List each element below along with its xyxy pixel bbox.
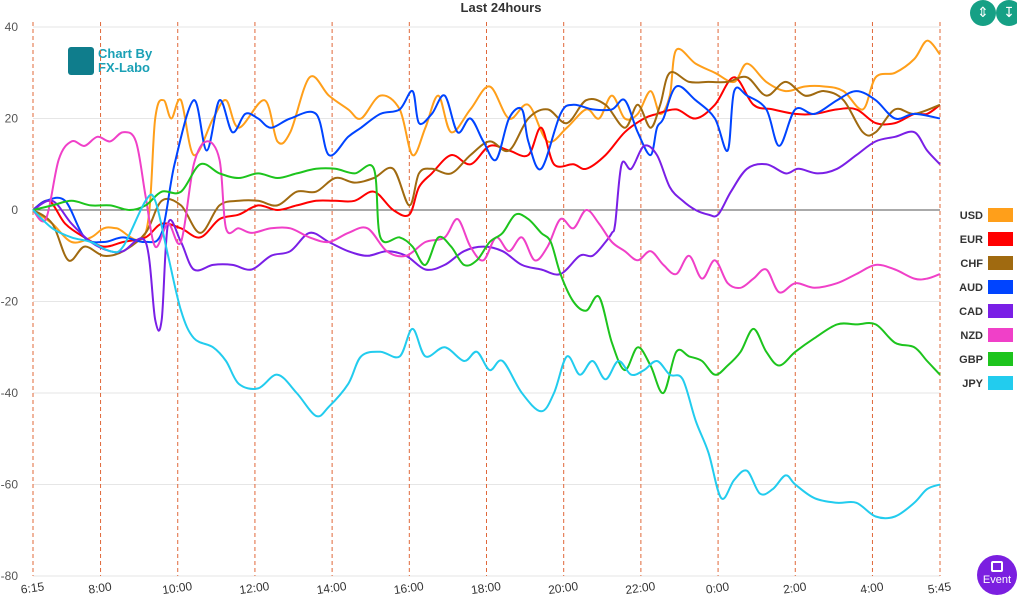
x-tick-label: 22:00: [624, 579, 656, 597]
y-tick-label: -40: [1, 386, 19, 400]
calendar-icon: [991, 561, 1003, 572]
legend-swatch-nzd[interactable]: [988, 328, 1013, 342]
series-layer: [32, 39, 941, 520]
legend-swatch-chf[interactable]: [988, 256, 1013, 270]
legend-label-usd: USD: [960, 210, 983, 222]
y-tick-label: 40: [5, 20, 19, 34]
y-tick-label: -80: [1, 569, 19, 583]
legend-swatch-eur[interactable]: [988, 232, 1013, 246]
x-tick-label: 14:00: [316, 579, 348, 597]
legend-label-eur: EUR: [960, 234, 983, 246]
series-line-jpy[interactable]: [32, 193, 941, 520]
x-tick-label: 10:00: [161, 579, 193, 597]
legend-swatch-gbp[interactable]: [988, 352, 1013, 366]
download-icon[interactable]: ↧: [996, 0, 1017, 26]
x-tick-label: 18:00: [470, 579, 502, 597]
x-tick-label: 8:00: [87, 579, 112, 596]
y-tick-label: -20: [1, 295, 19, 309]
legend-label-jpy: JPY: [962, 378, 983, 390]
series-line-cad[interactable]: [32, 130, 941, 332]
logo-line1: Chart By: [98, 46, 153, 61]
legend-label-nzd: NZD: [960, 330, 983, 342]
chart-logo: Chart By FX-Labo: [68, 47, 168, 77]
series-line-aud[interactable]: [32, 85, 941, 244]
legend-swatch-aud[interactable]: [988, 280, 1013, 294]
legend-swatch-jpy[interactable]: [988, 376, 1013, 390]
logo-text: Chart By FX-Labo: [98, 47, 152, 75]
x-tick-label: 2:00: [782, 579, 807, 596]
x-tick-label: 0:00: [705, 579, 730, 596]
event-label: Event: [982, 574, 1012, 586]
legend-label-aud: AUD: [959, 282, 983, 294]
series-line-gbp[interactable]: [32, 162, 941, 394]
x-tick-label: 6:15: [20, 579, 45, 596]
chart-title: Last 24hours: [460, 0, 542, 15]
axis-layer: 40 20 0 -20 -40 -60 -806:15 8:00 10:00 12:00 14:00…: [1, 20, 953, 597]
logo-line2: FX-Labo: [98, 60, 150, 75]
grid-layer: [32, 22, 941, 577]
legend-label-chf: CHF: [960, 258, 983, 270]
legend-label-gbp: GBP: [959, 354, 983, 366]
logo-chart-icon: [68, 47, 94, 75]
x-tick-label: 4:00: [859, 579, 884, 596]
y-tick-label: 0: [11, 203, 18, 217]
x-tick-label: 12:00: [239, 579, 271, 597]
series-line-nzd[interactable]: [32, 131, 941, 294]
x-tick-label: 16:00: [393, 579, 425, 597]
legend-label-cad: CAD: [959, 306, 983, 318]
event-button[interactable]: Event: [977, 555, 1017, 595]
x-tick-label: 20:00: [547, 579, 579, 597]
compress-vertical-icon[interactable]: ⇕: [970, 0, 996, 26]
legend-swatch-cad[interactable]: [988, 304, 1013, 318]
x-tick-label: 5:45: [927, 579, 952, 596]
y-tick-label: -60: [1, 478, 19, 492]
series-line-eur[interactable]: [32, 76, 941, 248]
series-line-usd[interactable]: [32, 39, 941, 244]
legend-swatch-usd[interactable]: [988, 208, 1013, 222]
legend: USD EUR CHF AUD CAD NZD GBP JPY: [959, 208, 1013, 390]
y-tick-label: 20: [5, 112, 19, 126]
